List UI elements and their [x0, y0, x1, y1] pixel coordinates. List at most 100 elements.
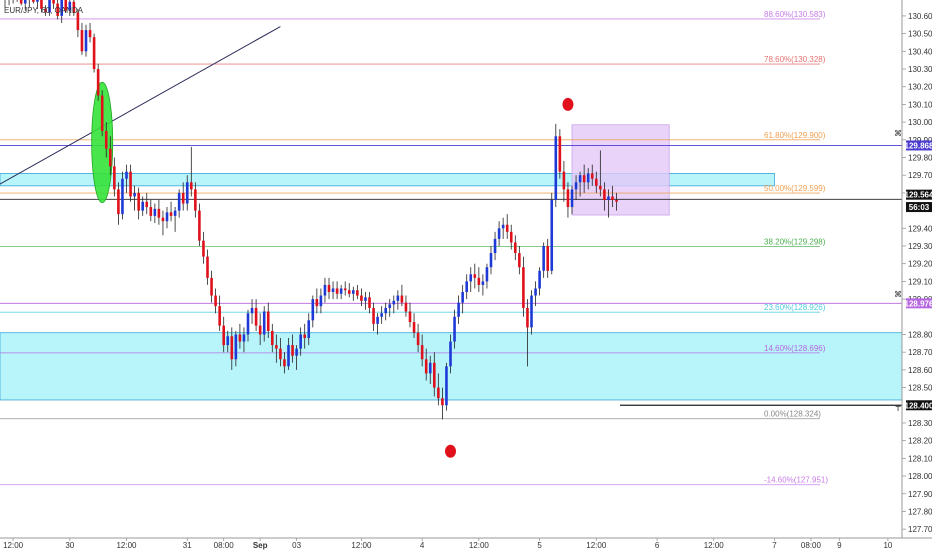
candle-body: [173, 210, 177, 216]
scale-settings-icon[interactable]: ₸: [895, 404, 901, 413]
price-tag: [906, 202, 932, 213]
candle-body: [473, 274, 477, 278]
candle-body: [445, 366, 448, 406]
candle-body: [202, 240, 205, 257]
crosshair-icon-upper[interactable]: ⌘: [894, 129, 902, 138]
time-tick-label: 7: [772, 541, 777, 550]
candle-body: [546, 245, 549, 271]
candle: [23, 0, 27, 11]
candle-body: [52, 0, 55, 4]
candle-body: [538, 270, 541, 289]
candle: [441, 387, 444, 420]
candle: [574, 175, 578, 200]
crosshair-icon-mid[interactable]: ⌘: [894, 290, 902, 299]
candle: [582, 164, 586, 193]
candle-body: [481, 281, 485, 285]
time-tick-label: 03: [292, 541, 301, 550]
candle-body: [376, 316, 379, 324]
candle-body: [109, 148, 112, 167]
candle: [92, 33, 96, 73]
price-axis-background[interactable]: [902, 0, 932, 550]
candle: [104, 122, 108, 158]
candle: [64, 0, 68, 13]
candle: [347, 283, 351, 298]
candle-body: [76, 12, 80, 31]
candle-body: [64, 0, 68, 11]
candle-body: [493, 238, 497, 254]
candle: [331, 281, 335, 300]
candle-body: [262, 311, 266, 335]
candle: [238, 323, 242, 349]
svg-text:⌘: ⌘: [894, 290, 902, 299]
candle-body: [449, 341, 452, 367]
candle-body: [522, 267, 525, 308]
candle: [214, 288, 217, 314]
fib-level-label: 88.60%(130.583): [764, 10, 826, 19]
candle: [396, 290, 400, 310]
time-tick-label: 08:00: [801, 541, 822, 550]
candle: [327, 277, 331, 300]
candle: [424, 348, 428, 381]
candle: [315, 288, 319, 314]
price-tick-label: 130.600: [908, 12, 932, 21]
candle: [303, 323, 306, 349]
time-tick-label: 08:00: [214, 541, 235, 550]
candle: [266, 302, 270, 339]
candle: [603, 182, 606, 211]
candle-body: [352, 290, 355, 294]
price-tick-label: 130.200: [908, 83, 932, 92]
price-tick-label: 129.200: [908, 260, 932, 269]
candle-body: [287, 345, 290, 367]
candle: [339, 284, 343, 300]
candle: [408, 302, 412, 328]
candle-body: [368, 297, 371, 308]
candle: [595, 171, 598, 193]
candle: [522, 256, 525, 317]
time-tick-label: 9: [837, 541, 842, 550]
candle-body: [388, 304, 392, 308]
candle: [222, 316, 225, 353]
candle: [570, 185, 574, 215]
fib-level-label: 78.60%(130.328): [764, 55, 826, 64]
candle-body: [461, 292, 464, 303]
candle: [404, 295, 408, 317]
candle: [469, 267, 473, 293]
time-axis-background[interactable]: [0, 538, 932, 550]
candle: [586, 168, 590, 190]
candle-body: [84, 30, 88, 52]
candle-body: [526, 307, 529, 328]
fibonacci-layer: 88.60%(130.583) 78.60%(130.328) 61.80%(129…: [0, 10, 828, 486]
time-tick-label: 30: [65, 541, 74, 550]
candle: [485, 263, 489, 289]
candle: [32, 0, 35, 4]
candle-body: [469, 274, 473, 282]
price-tick-label: 130.300: [908, 65, 932, 74]
symbol-label: EUR/JPY, 60, OANDA: [4, 6, 84, 15]
price-tag: [906, 400, 932, 411]
candle: [72, 0, 76, 16]
time-tick-label: 12:00: [704, 541, 725, 550]
price-tick-label: 128.300: [908, 419, 932, 428]
candle-body: [19, 0, 23, 4]
time-tick-label: 6: [655, 541, 660, 550]
price-tag-label: 129.868: [905, 141, 932, 150]
candle-body: [360, 295, 363, 301]
candle: [514, 235, 517, 261]
fib-level-label: -14.60%(127.951): [764, 476, 828, 485]
candle: [323, 277, 327, 303]
price-tag-label: 128.400: [905, 401, 932, 410]
candle-body: [125, 171, 128, 179]
candle-body: [457, 302, 460, 317]
candle-body: [271, 330, 274, 346]
price-tick-label: 129.800: [908, 154, 932, 163]
time-tick-label: 31: [183, 541, 192, 550]
candle-body: [157, 208, 161, 218]
candle: [161, 210, 165, 236]
candle: [534, 281, 537, 307]
candle-body: [242, 334, 246, 342]
candle: [526, 299, 529, 367]
